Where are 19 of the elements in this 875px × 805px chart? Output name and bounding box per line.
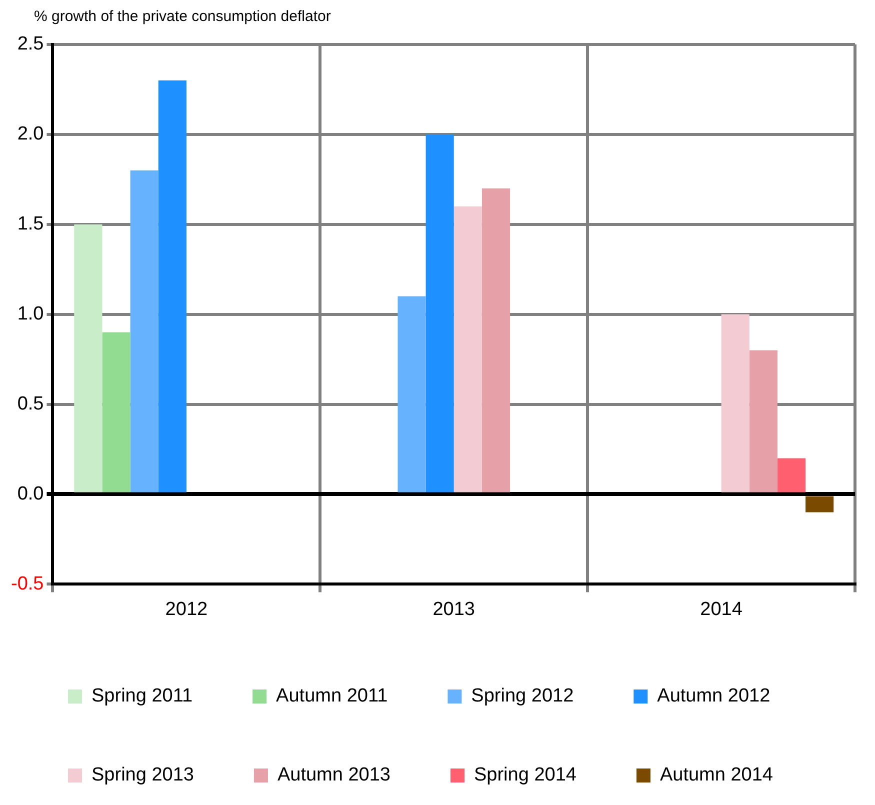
y-tick-label: -0.5: [10, 573, 44, 594]
legend-label: Autumn 2013: [277, 764, 390, 786]
legend-label: Spring 2012: [471, 686, 574, 707]
legend-label: Autumn 2011: [276, 686, 388, 707]
x-tick-label: 2013: [432, 598, 476, 620]
y-tick-label: 2.5: [17, 34, 44, 55]
y-tick-label: 2.0: [17, 124, 44, 145]
y-tick-label: 0.0: [17, 483, 44, 504]
legend-label: Spring 2011: [92, 686, 193, 707]
y-axis-title: % growth of the private consumption deflator: [34, 8, 332, 27]
x-tick-label: 2012: [165, 598, 208, 620]
x-tick-label: 2014: [700, 598, 743, 620]
legend-label: Spring 2014: [474, 764, 577, 786]
legend-label: Autumn 2012: [657, 686, 770, 707]
legend-label: Autumn 2014: [660, 764, 774, 786]
y-tick-label: 1.0: [17, 304, 44, 325]
y-tick-label: 1.5: [17, 214, 44, 235]
y-tick-label: 0.5: [17, 394, 44, 414]
legend-label: Spring 2013: [92, 764, 194, 786]
